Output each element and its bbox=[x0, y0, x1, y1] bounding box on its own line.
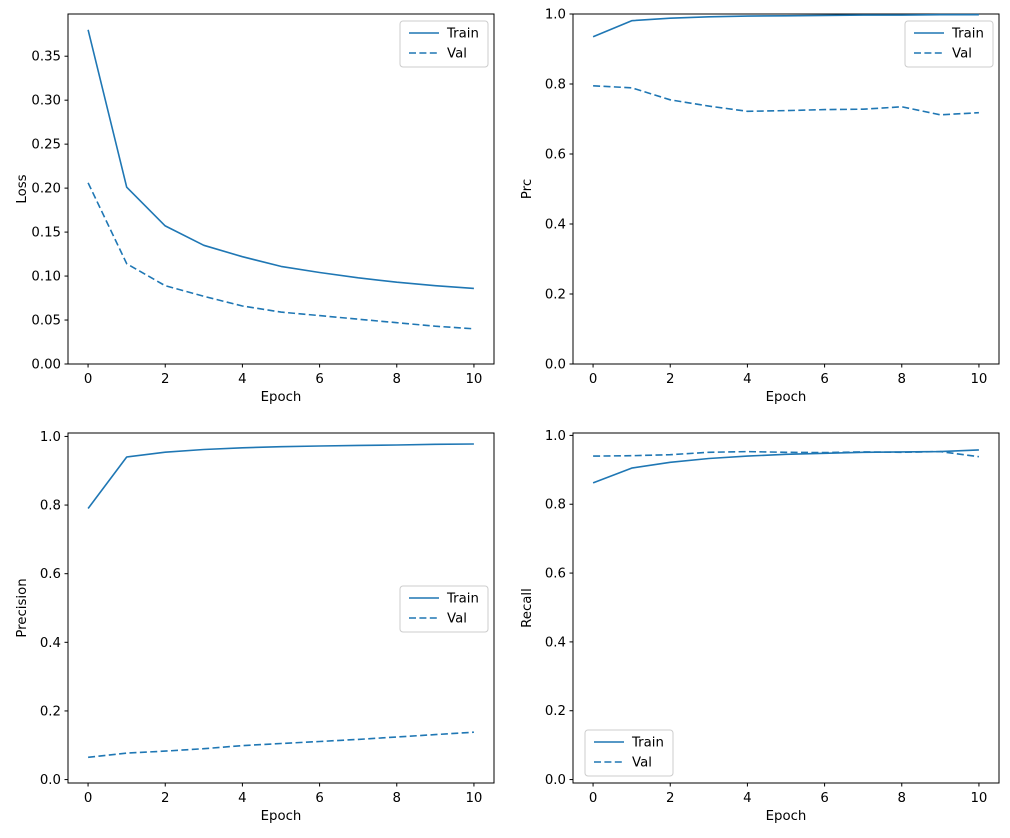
x-axis-label: Epoch bbox=[261, 390, 302, 405]
legend-train-label: Train bbox=[446, 592, 479, 607]
x-axis-label: Epoch bbox=[766, 809, 807, 824]
series-val-line bbox=[593, 450, 980, 458]
y-tick-label: 0.10 bbox=[31, 270, 61, 285]
y-axis-label: Recall bbox=[520, 588, 535, 628]
plot-border bbox=[67, 432, 495, 784]
recall-chart: 0 2 4 6 8 10 0.0 0.2 0.4 0.6 0.8 1.0 Epoch Recall Trai… bbox=[505, 419, 1010, 838]
plot-border bbox=[572, 13, 1000, 365]
y-tick-label: 0.2 bbox=[545, 288, 566, 303]
recall-chart-canvas: 0 2 4 6 8 10 0.0 0.2 0.4 0.6 0.8 1.0 Epoch Recall Trai… bbox=[520, 429, 1000, 824]
precision-chart-canvas: 0 2 4 6 8 10 0.0 0.2 0.4 0.6 0.8 1.0 Epoch Precision T… bbox=[15, 430, 495, 824]
y-tick-label: 0.30 bbox=[31, 94, 61, 109]
legend-val-label: Val bbox=[632, 756, 652, 771]
y-tick-label: 0.4 bbox=[40, 636, 61, 651]
y-tick-label: 0.6 bbox=[545, 148, 566, 163]
y-tick-label: 0.0 bbox=[545, 358, 566, 373]
legend-train-label: Train bbox=[951, 27, 984, 42]
series-val-line bbox=[88, 731, 474, 759]
x-axis-label: Epoch bbox=[261, 809, 302, 824]
x-tick-label: 10 bbox=[465, 791, 482, 806]
y-tick-label: 0.8 bbox=[40, 499, 61, 514]
y-tick-label: 0.2 bbox=[545, 704, 566, 719]
series-train-line bbox=[87, 29, 474, 290]
y-tick-label: 0.05 bbox=[31, 314, 61, 329]
x-tick-label: 0 bbox=[589, 372, 597, 387]
loss-chart-canvas: 0 2 4 6 8 10 0.00 0.05 0.10 0.15 0.20 0.25 0.30 0.35 E… bbox=[15, 13, 495, 405]
x-tick-label: 0 bbox=[589, 791, 597, 806]
series-val-line bbox=[87, 182, 474, 330]
y-tick-label: 0.00 bbox=[31, 358, 61, 373]
plot-border bbox=[572, 432, 1000, 784]
x-tick-label: 6 bbox=[820, 791, 828, 806]
y-tick-label: 1.0 bbox=[40, 430, 61, 445]
y-tick-label: 0.35 bbox=[31, 50, 61, 65]
y-tick-label: 0.2 bbox=[40, 704, 61, 719]
y-tick-label: 0.8 bbox=[545, 78, 566, 93]
x-tick-label: 6 bbox=[820, 372, 828, 387]
series-train-line bbox=[592, 449, 979, 484]
x-tick-label: 4 bbox=[238, 791, 246, 806]
y-tick-label: 1.0 bbox=[545, 429, 566, 444]
x-tick-label: 10 bbox=[465, 372, 482, 387]
plot-border bbox=[67, 13, 495, 365]
x-tick-label: 8 bbox=[898, 372, 906, 387]
y-tick-label: 1.0 bbox=[545, 8, 566, 23]
y-tick-label: 0.15 bbox=[31, 226, 61, 241]
x-tick-label: 10 bbox=[970, 791, 987, 806]
y-tick-label: 0.0 bbox=[545, 773, 566, 788]
x-axis-label: Epoch bbox=[766, 390, 807, 405]
x-tick-label: 4 bbox=[743, 791, 751, 806]
x-tick-label: 0 bbox=[84, 791, 92, 806]
y-axis-label: Loss bbox=[15, 174, 30, 203]
y-axis-label: Prc bbox=[520, 179, 535, 199]
x-tick-label: 8 bbox=[393, 791, 401, 806]
y-tick-label: 0.25 bbox=[31, 138, 61, 153]
y-axis-label: Precision bbox=[15, 578, 30, 637]
x-tick-label: 2 bbox=[161, 791, 169, 806]
legend-train-label: Train bbox=[446, 27, 479, 42]
prc-chart-canvas: 0 2 4 6 8 10 0.0 0.2 0.4 0.6 0.8 1.0 Epoch Prc Train Va… bbox=[520, 8, 1000, 405]
y-tick-label: 0.4 bbox=[545, 218, 566, 233]
x-tick-label: 8 bbox=[898, 791, 906, 806]
series-val-line bbox=[593, 85, 979, 116]
x-tick-label: 0 bbox=[84, 372, 92, 387]
legend-train-label: Train bbox=[631, 736, 664, 751]
x-tick-label: 2 bbox=[666, 372, 674, 387]
series-train-line bbox=[592, 13, 979, 38]
x-tick-label: 6 bbox=[315, 791, 323, 806]
x-tick-label: 4 bbox=[238, 372, 246, 387]
precision-chart: 0 2 4 6 8 10 0.0 0.2 0.4 0.6 0.8 1.0 Epoch Precision T… bbox=[0, 419, 505, 838]
y-tick-label: 0.6 bbox=[545, 567, 566, 582]
x-tick-label: 10 bbox=[970, 372, 987, 387]
legend-val-label: Val bbox=[952, 47, 972, 62]
x-tick-label: 6 bbox=[315, 372, 323, 387]
series-train-line bbox=[87, 443, 474, 509]
x-tick-label: 8 bbox=[393, 372, 401, 387]
loss-chart: 0 2 4 6 8 10 0.00 0.05 0.10 0.15 0.20 0.25 0.30 0.35 E… bbox=[0, 0, 505, 419]
y-tick-label: 0.20 bbox=[31, 182, 61, 197]
y-tick-label: 0.0 bbox=[40, 773, 61, 788]
legend-val-label: Val bbox=[447, 612, 467, 627]
prc-chart: 0 2 4 6 8 10 0.0 0.2 0.4 0.6 0.8 1.0 Epoch Prc Train Va… bbox=[505, 0, 1010, 419]
y-tick-label: 0.4 bbox=[545, 635, 566, 650]
y-tick-label: 0.8 bbox=[545, 498, 566, 513]
y-tick-label: 0.6 bbox=[40, 567, 61, 582]
legend-val-label: Val bbox=[447, 47, 467, 62]
x-tick-label: 2 bbox=[161, 372, 169, 387]
x-tick-label: 2 bbox=[666, 791, 674, 806]
x-tick-label: 4 bbox=[743, 372, 751, 387]
